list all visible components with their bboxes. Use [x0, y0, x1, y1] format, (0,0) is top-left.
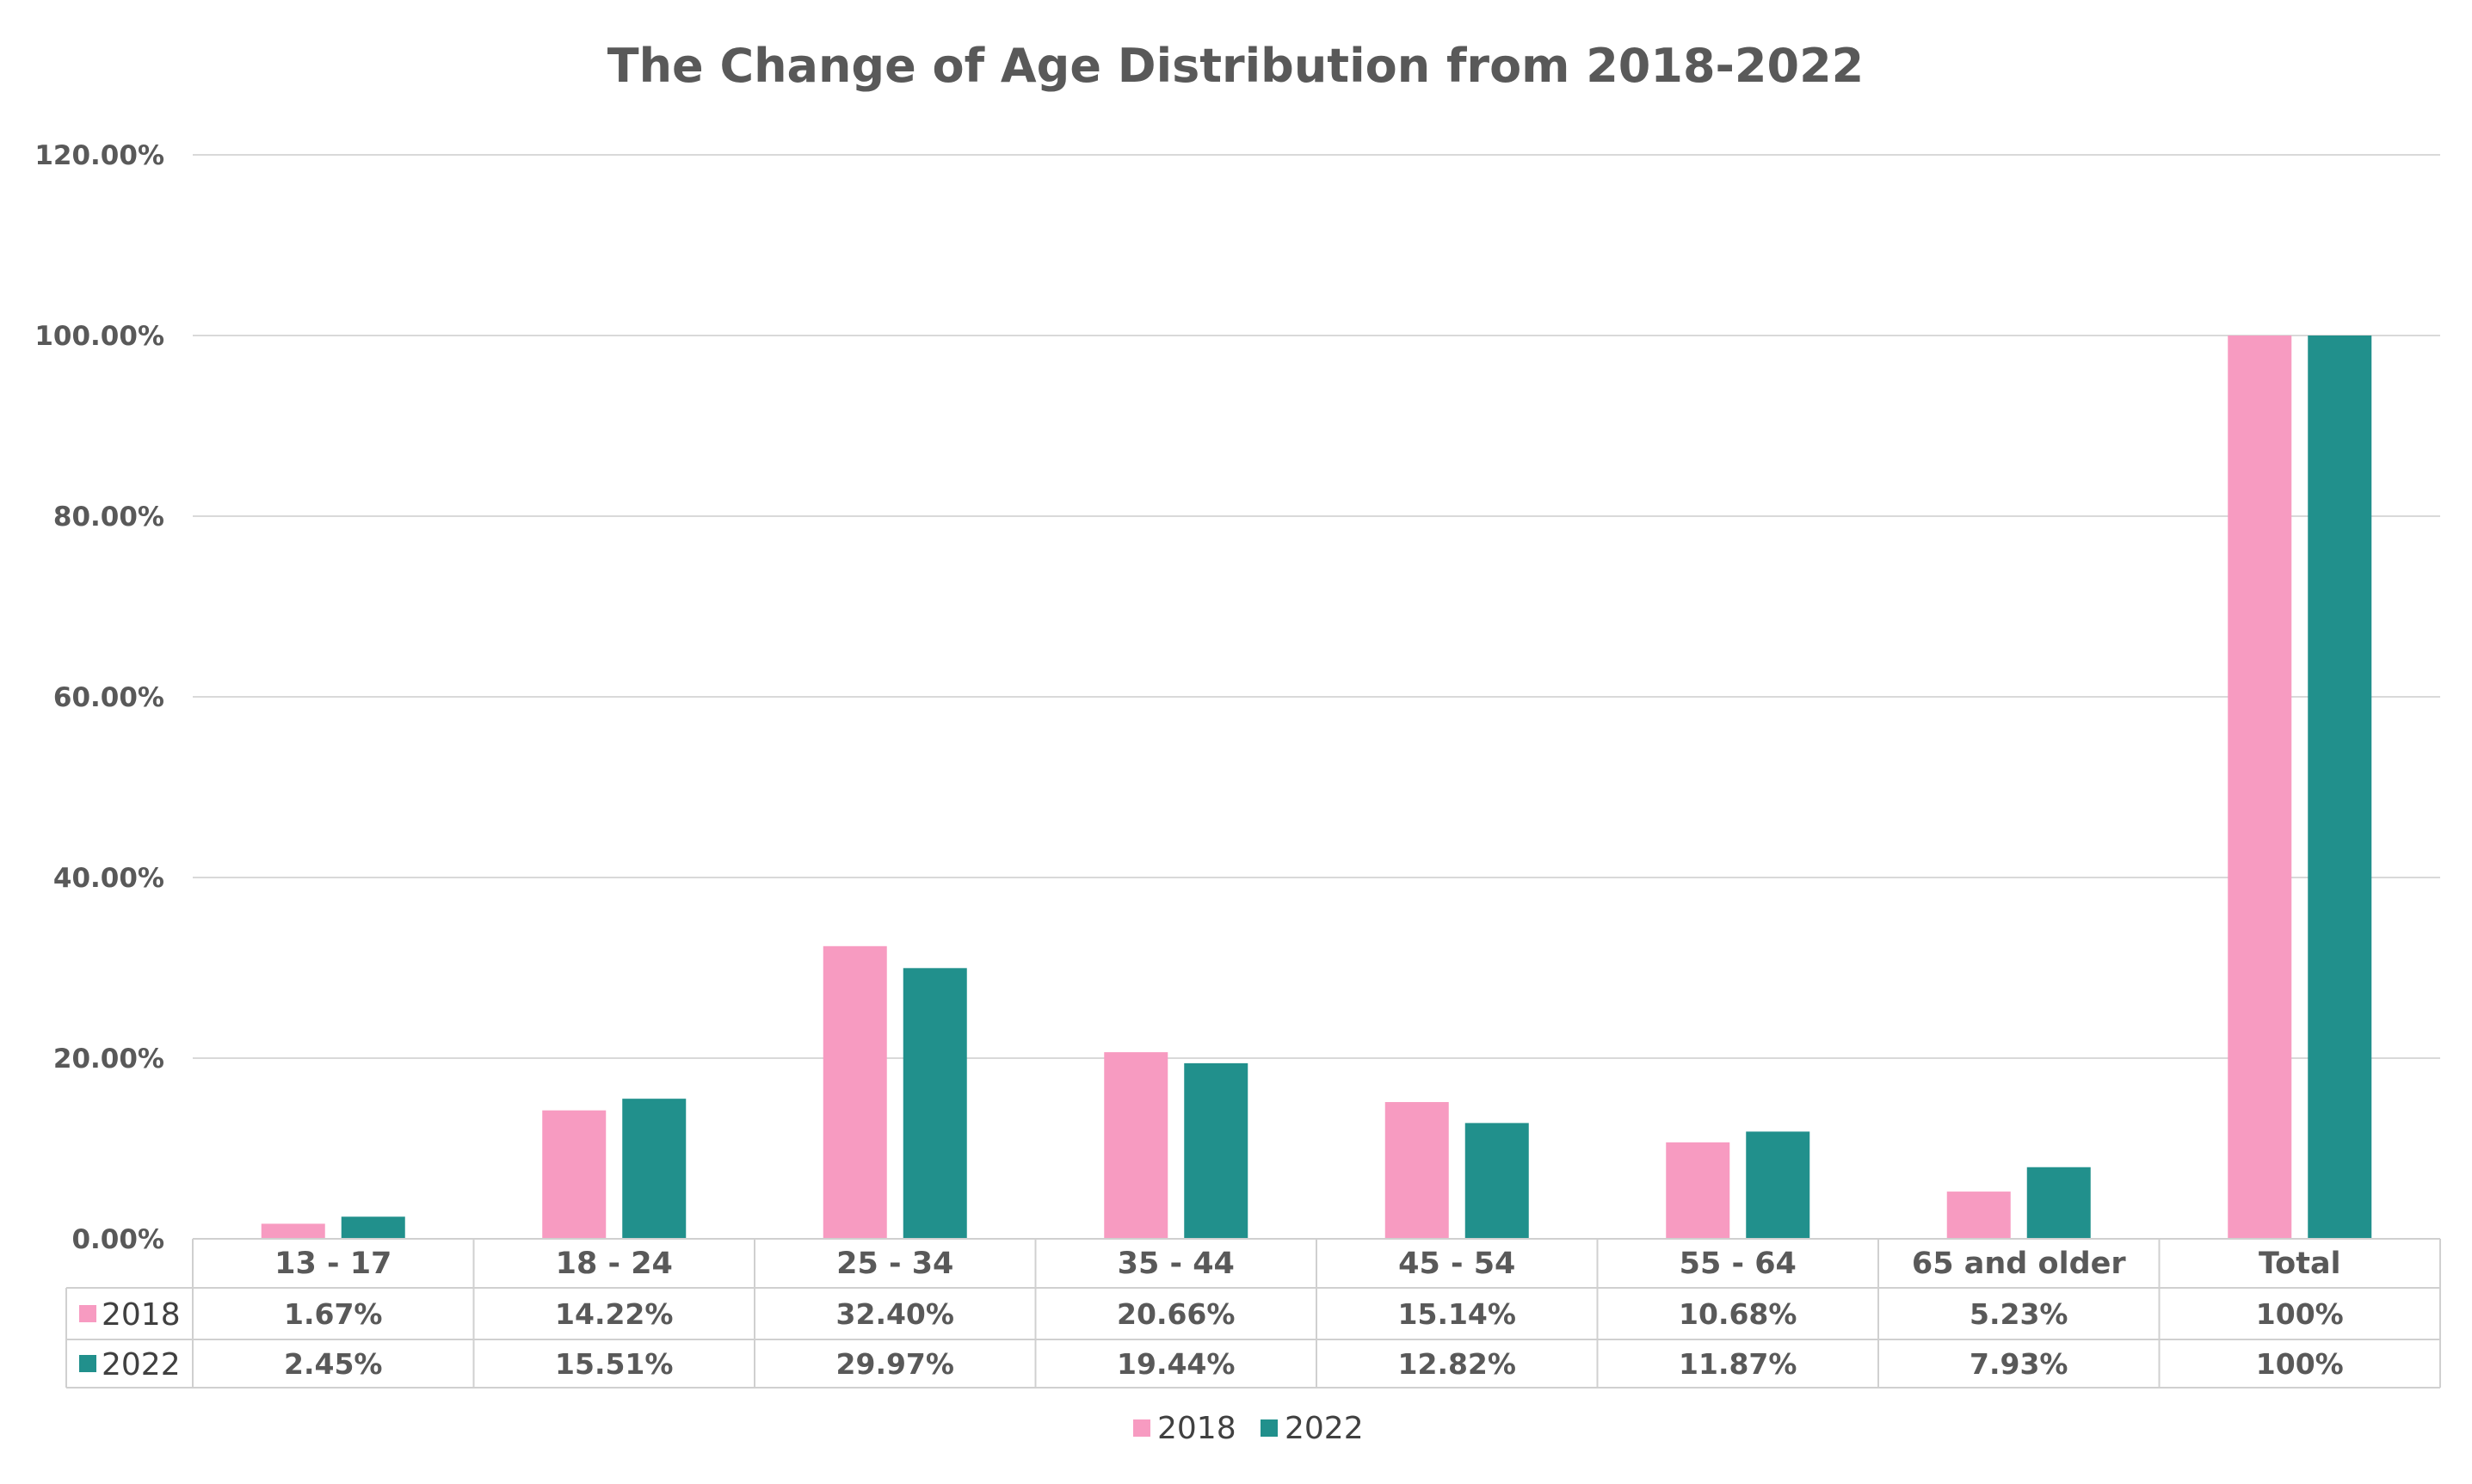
- y-tick-label: 100.00%: [34, 321, 164, 352]
- bars: [261, 336, 2372, 1239]
- y-tick-label: 0.00%: [71, 1224, 164, 1255]
- bar-2022-3: [903, 968, 967, 1239]
- data-label: 20.66%: [1117, 1297, 1235, 1331]
- bar-2018-5: [1384, 1102, 1449, 1239]
- category-label: 65 and older: [1912, 1247, 2126, 1281]
- bar-2022-1: [341, 1216, 405, 1239]
- category-label: Total: [2259, 1247, 2341, 1281]
- legend-label: 2018: [1157, 1411, 1236, 1446]
- legend: 2018 2022: [1133, 1411, 1364, 1446]
- bar-2018-7: [1946, 1192, 2011, 1239]
- data-label: 2.45%: [284, 1347, 383, 1381]
- category-label: 35 - 44: [1118, 1247, 1235, 1281]
- legend-label: 2022: [1285, 1411, 1364, 1446]
- bar-2018-6: [1666, 1142, 1730, 1239]
- bar-2018-1: [261, 1223, 325, 1239]
- chart-title: The Change of Age Distribution from 2018…: [607, 39, 1864, 93]
- y-tick-label: 40.00%: [53, 863, 164, 894]
- legend-key-2018: [1133, 1419, 1150, 1437]
- bar-2022-8: [2308, 336, 2372, 1239]
- bar-2022-4: [1184, 1062, 1248, 1239]
- category-label: 25 - 34: [836, 1247, 953, 1281]
- data-label: 32.40%: [836, 1297, 954, 1331]
- category-label: 55 - 64: [1680, 1247, 1797, 1281]
- bar-2018-3: [823, 945, 887, 1239]
- y-tick-label: 80.00%: [53, 502, 164, 533]
- table-legend-key-2022: [79, 1355, 96, 1372]
- data-label: 15.51%: [555, 1347, 673, 1381]
- y-tick-label: 20.00%: [53, 1044, 164, 1075]
- bar-2022-7: [2026, 1167, 2091, 1239]
- category-label: 13 - 17: [274, 1247, 391, 1281]
- data-label: 100%: [2256, 1297, 2344, 1331]
- legend-key-2022: [1261, 1419, 1278, 1437]
- y-axis-ticks: 0.00% 20.00% 40.00% 60.00% 80.00% 100.00% 120.…: [34, 140, 164, 1255]
- data-label: 15.14%: [1398, 1297, 1516, 1331]
- bar-2022-2: [622, 1099, 687, 1239]
- bar-2018-2: [542, 1110, 607, 1239]
- data-label: 1.67%: [284, 1297, 383, 1331]
- data-label: 14.22%: [555, 1297, 673, 1331]
- data-table: 13 - 17 18 - 24 25 - 34 35 - 44 45 - 54 55 - …: [65, 1238, 2441, 1389]
- data-label: 11.87%: [1679, 1347, 1797, 1381]
- data-label: 5.23%: [1970, 1297, 2068, 1331]
- bar-2022-6: [1746, 1131, 1810, 1239]
- bar-2022-5: [1464, 1123, 1529, 1239]
- gridlines: [193, 154, 2440, 1059]
- data-label: 12.82%: [1398, 1347, 1516, 1381]
- data-label: 19.44%: [1117, 1347, 1235, 1381]
- data-label: 100%: [2256, 1347, 2344, 1381]
- y-tick-label: 60.00%: [53, 682, 164, 713]
- bar-2018-8: [2228, 336, 2292, 1239]
- category-label: 45 - 54: [1398, 1247, 1515, 1281]
- category-label: 18 - 24: [556, 1247, 673, 1281]
- data-label: 10.68%: [1679, 1297, 1797, 1331]
- y-tick-label: 120.00%: [34, 140, 164, 171]
- table-row-name: 2022: [102, 1347, 181, 1382]
- table-row-name: 2018: [102, 1297, 181, 1333]
- data-label: 29.97%: [836, 1347, 954, 1381]
- bar-2018-4: [1104, 1052, 1168, 1239]
- data-label: 7.93%: [1970, 1347, 2068, 1381]
- table-legend-key-2018: [79, 1305, 96, 1322]
